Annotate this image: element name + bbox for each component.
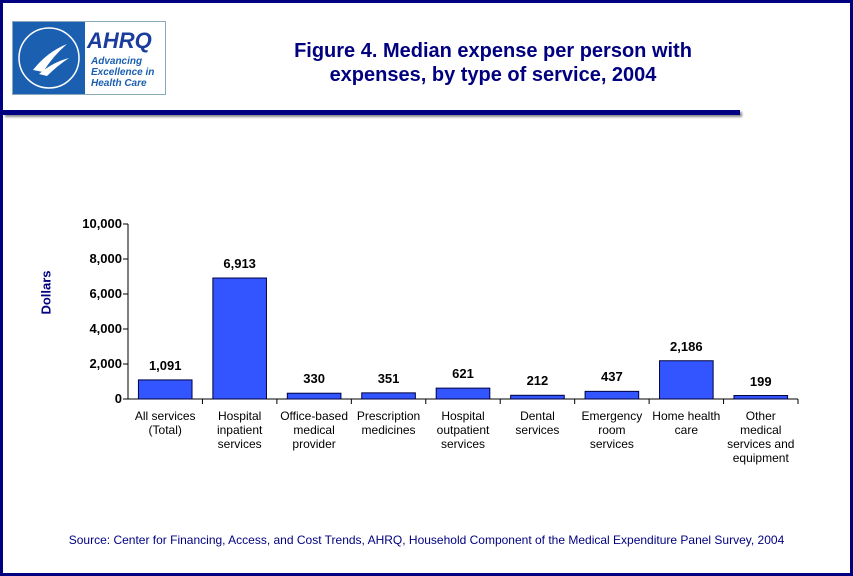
- value-label: 212: [526, 373, 549, 389]
- header-rule: [3, 110, 740, 115]
- x-tick-label: Home health care: [652, 409, 721, 437]
- y-tick-label: 2,000: [89, 356, 122, 371]
- value-label: 351: [377, 370, 400, 386]
- y-tick-label: 4,000: [89, 321, 122, 336]
- x-tick-label: Office-based medical provider: [280, 409, 349, 451]
- x-tick-label: All services (Total): [134, 409, 196, 437]
- bar: [733, 395, 789, 400]
- value-label: 330: [303, 371, 325, 387]
- y-tick-label: 6,000: [89, 286, 122, 301]
- value-label: 437: [601, 369, 623, 385]
- value-label: 621: [452, 366, 474, 382]
- y-tick-label: 0: [114, 391, 122, 406]
- bar: [212, 277, 267, 400]
- value-label: 1,091: [148, 357, 182, 373]
- bar: [286, 392, 342, 400]
- logo-tagline: Advancing Excellence in Health Care: [91, 56, 155, 89]
- logo-name: AHRQ: [87, 28, 152, 53]
- bar: [137, 379, 193, 400]
- seal-icon: [18, 27, 80, 89]
- y-tick-label: 8,000: [89, 251, 122, 266]
- x-tick-label: Hospital outpatient services: [436, 409, 490, 451]
- value-label: 6,913: [223, 256, 256, 272]
- x-tick-label: Prescription medicines: [356, 409, 421, 437]
- logo: AHRQ Advancing Excellence in Health Care: [12, 21, 166, 95]
- bar: [584, 390, 640, 400]
- bar: [435, 387, 491, 400]
- y-tick-label: 10,000: [82, 216, 122, 231]
- chart-title: Figure 4. Median expense per person with…: [294, 40, 692, 86]
- plot: [123, 223, 799, 404]
- x-tick-label: Emergency room services: [581, 409, 643, 451]
- x-tick-label: Dental services: [515, 409, 560, 437]
- bar: [361, 392, 416, 400]
- value-label: 199: [749, 373, 772, 389]
- bar: [510, 394, 565, 400]
- hhs-seal: [13, 22, 85, 94]
- value-label: 2,186: [670, 338, 703, 354]
- x-tick-label: Hospital inpatient services: [216, 409, 263, 451]
- x-tick-label: Other medical services and equipment: [727, 409, 795, 465]
- source-note: Source: Center for Financing, Access, an…: [68, 533, 785, 547]
- bar: [659, 360, 714, 400]
